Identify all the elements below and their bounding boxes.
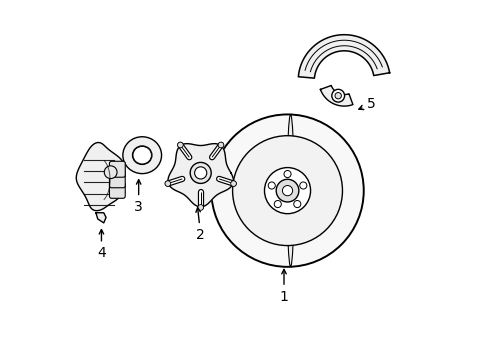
Text: 3: 3 [134, 180, 143, 214]
Circle shape [276, 179, 299, 202]
Circle shape [233, 136, 343, 246]
Polygon shape [76, 143, 125, 211]
Text: 2: 2 [196, 208, 205, 242]
Polygon shape [168, 144, 233, 207]
Circle shape [268, 182, 275, 189]
Circle shape [274, 201, 281, 208]
Circle shape [190, 162, 211, 183]
Ellipse shape [287, 114, 294, 267]
Ellipse shape [140, 138, 143, 173]
Ellipse shape [132, 146, 152, 165]
Circle shape [284, 171, 291, 177]
Circle shape [231, 181, 236, 186]
Circle shape [198, 204, 203, 210]
Ellipse shape [133, 147, 151, 164]
Polygon shape [96, 213, 106, 223]
Circle shape [177, 142, 183, 148]
Polygon shape [298, 35, 390, 78]
Ellipse shape [142, 138, 145, 173]
Circle shape [165, 181, 171, 186]
Text: 1: 1 [280, 269, 289, 304]
Circle shape [300, 182, 307, 189]
Text: 5: 5 [359, 97, 376, 111]
Circle shape [211, 114, 364, 267]
Circle shape [294, 201, 301, 208]
Circle shape [332, 89, 344, 102]
Circle shape [195, 167, 207, 179]
Circle shape [218, 142, 224, 148]
Circle shape [104, 166, 117, 179]
Circle shape [265, 168, 311, 214]
Polygon shape [320, 85, 353, 106]
FancyBboxPatch shape [109, 161, 125, 177]
FancyBboxPatch shape [109, 172, 125, 188]
Circle shape [282, 185, 293, 196]
FancyBboxPatch shape [109, 182, 125, 198]
Circle shape [335, 93, 342, 99]
Text: 4: 4 [97, 230, 106, 261]
Ellipse shape [123, 137, 162, 174]
